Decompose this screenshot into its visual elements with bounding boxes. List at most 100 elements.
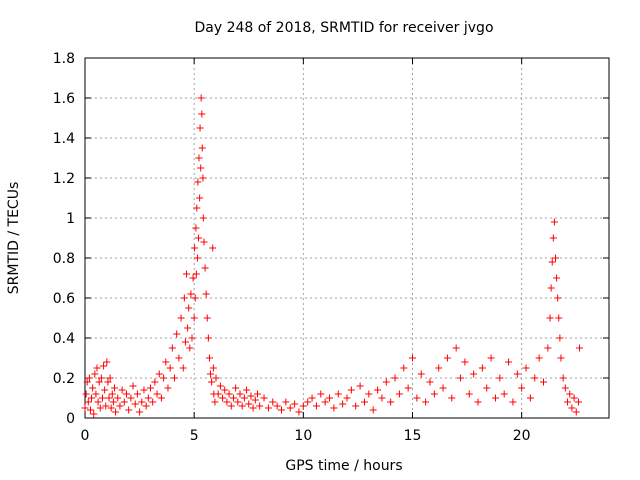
data-point — [540, 378, 547, 386]
data-point — [474, 398, 482, 406]
data-point — [256, 402, 264, 410]
data-point — [556, 334, 564, 342]
data-point — [483, 384, 491, 392]
data-point — [118, 386, 126, 394]
data-point — [173, 330, 181, 338]
data-point — [199, 174, 207, 182]
data-point — [198, 110, 206, 118]
data-point — [352, 402, 360, 410]
data-point — [518, 384, 526, 392]
data-point — [102, 402, 110, 410]
y-tick-label: 1.4 — [53, 131, 75, 147]
data-point — [223, 398, 231, 406]
data-point — [243, 386, 251, 394]
data-point — [191, 244, 199, 252]
y-tick-label: 1.8 — [53, 51, 75, 67]
data-point — [94, 398, 102, 406]
data-point — [203, 314, 211, 322]
data-point — [269, 398, 277, 406]
plot-frame — [84, 57, 610, 419]
data-point — [85, 374, 93, 382]
data-point — [443, 354, 451, 362]
data-point — [448, 394, 456, 402]
data-point — [198, 144, 206, 152]
data-point — [343, 394, 351, 402]
data-point — [106, 374, 114, 382]
data-point — [251, 396, 259, 404]
data-point — [417, 370, 425, 378]
data-point — [212, 374, 220, 382]
data-point — [491, 394, 499, 402]
data-point — [295, 408, 303, 416]
data-point — [107, 404, 115, 412]
data-point — [321, 398, 329, 406]
data-point — [395, 390, 403, 398]
data-point — [97, 374, 105, 382]
data-point — [140, 386, 148, 394]
data-point — [457, 374, 465, 382]
data-point — [312, 402, 320, 410]
data-point — [304, 398, 312, 406]
data-point — [572, 408, 580, 416]
data-point — [522, 364, 530, 372]
data-point — [221, 386, 229, 394]
data-point — [561, 384, 569, 392]
data-point — [240, 394, 248, 402]
data-point — [209, 364, 217, 372]
data-point — [205, 354, 213, 362]
data-point — [378, 394, 386, 402]
data-point — [264, 404, 272, 412]
data-point — [548, 258, 556, 266]
data-point — [400, 364, 408, 372]
data-point — [162, 358, 170, 366]
y-tick-label: 1.6 — [53, 91, 75, 107]
data-point — [249, 404, 257, 412]
data-point — [554, 294, 562, 302]
x-tick-label: 10 — [294, 428, 312, 444]
data-point — [559, 374, 567, 382]
data-point — [81, 404, 89, 412]
data-point — [116, 402, 124, 410]
data-point — [238, 402, 246, 410]
data-point — [100, 362, 108, 370]
data-point — [404, 384, 412, 392]
data-point — [564, 398, 572, 406]
data-point — [175, 354, 183, 362]
data-point — [204, 334, 212, 342]
data-point — [347, 386, 355, 394]
data-point — [90, 410, 98, 418]
data-point — [195, 234, 203, 242]
data-point — [470, 370, 478, 378]
data-point — [149, 398, 157, 406]
data-point — [209, 244, 217, 252]
data-point — [439, 384, 447, 392]
x-tick-label: 5 — [190, 428, 199, 444]
data-point — [188, 334, 196, 342]
data-point — [426, 378, 434, 386]
data-point — [286, 404, 294, 412]
data-point — [88, 394, 96, 402]
data-point — [382, 378, 390, 386]
data-point — [105, 394, 113, 402]
y-axis-label: SRMTID / TECUs — [6, 182, 22, 295]
data-point — [110, 384, 118, 392]
data-point — [98, 394, 106, 402]
data-point — [422, 398, 430, 406]
data-point — [144, 394, 152, 402]
data-point — [199, 214, 207, 222]
data-point — [356, 382, 364, 390]
data-point — [193, 254, 201, 262]
data-point — [190, 314, 198, 322]
data-point — [387, 398, 395, 406]
data-point — [104, 378, 112, 386]
data-point — [122, 390, 130, 398]
data-point — [197, 164, 205, 172]
data-point — [461, 358, 469, 366]
data-point — [180, 294, 188, 302]
data-point — [147, 384, 154, 392]
data-point — [232, 384, 240, 392]
data-point — [430, 390, 438, 398]
data-point — [465, 390, 473, 398]
data-point — [184, 324, 192, 332]
